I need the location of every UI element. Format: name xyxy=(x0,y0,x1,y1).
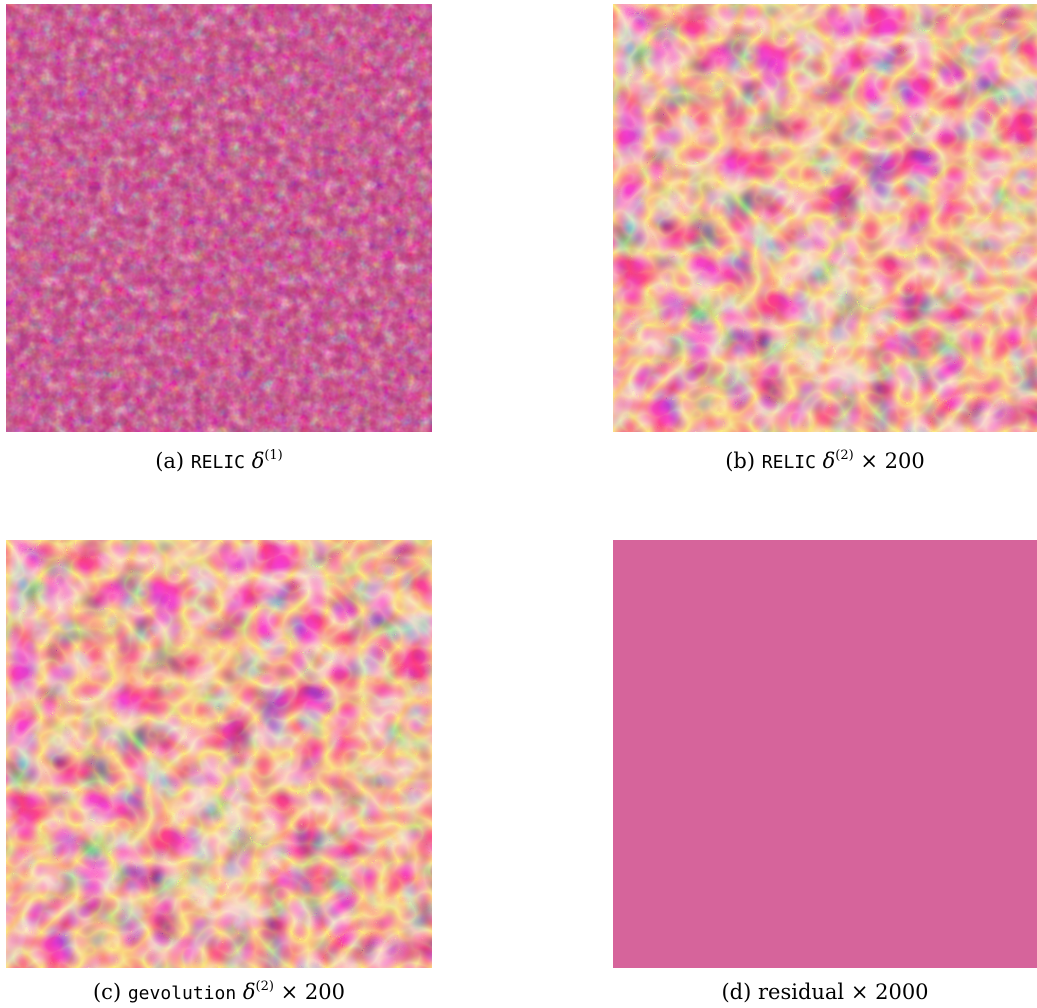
caption-c-prefix: (c) xyxy=(92,980,122,1004)
caption-a-sup: (1) xyxy=(264,448,283,463)
caption-d-prefix: (d) xyxy=(721,980,752,1004)
caption-d: (d) residual × 2000 xyxy=(613,978,1037,1006)
caption-c-symbol: δ xyxy=(242,980,256,1004)
density-field-image-a xyxy=(6,4,432,432)
panel-c xyxy=(6,540,432,968)
caption-b-sup: (2) xyxy=(835,448,854,463)
caption-d-suffix: residual × 2000 xyxy=(757,980,929,1004)
caption-b-symbol: δ xyxy=(822,449,836,473)
caption-c-code: gevolution xyxy=(127,983,237,1004)
panel-b xyxy=(613,4,1037,432)
panel-d xyxy=(613,540,1037,968)
panel-a xyxy=(6,4,432,432)
caption-b: (b) RELIC δ(2) × 200 xyxy=(613,447,1037,477)
caption-a-symbol: δ xyxy=(251,449,265,473)
caption-a-code: RELIC xyxy=(190,452,245,473)
residual-field-image-d xyxy=(613,540,1037,968)
density-field-image-b xyxy=(613,4,1037,432)
caption-c-suffix: × 200 xyxy=(280,980,346,1004)
caption-a-prefix: (a) xyxy=(155,449,185,473)
caption-b-suffix: × 200 xyxy=(860,449,925,473)
density-field-image-c xyxy=(6,540,432,968)
caption-c-sup: (2) xyxy=(255,979,274,994)
caption-b-code: RELIC xyxy=(761,452,816,473)
caption-a: (a) RELIC δ(1) xyxy=(6,447,432,477)
caption-c: (c) gevolution δ(2) × 200 xyxy=(6,978,432,1008)
caption-b-prefix: (b) xyxy=(725,449,756,473)
